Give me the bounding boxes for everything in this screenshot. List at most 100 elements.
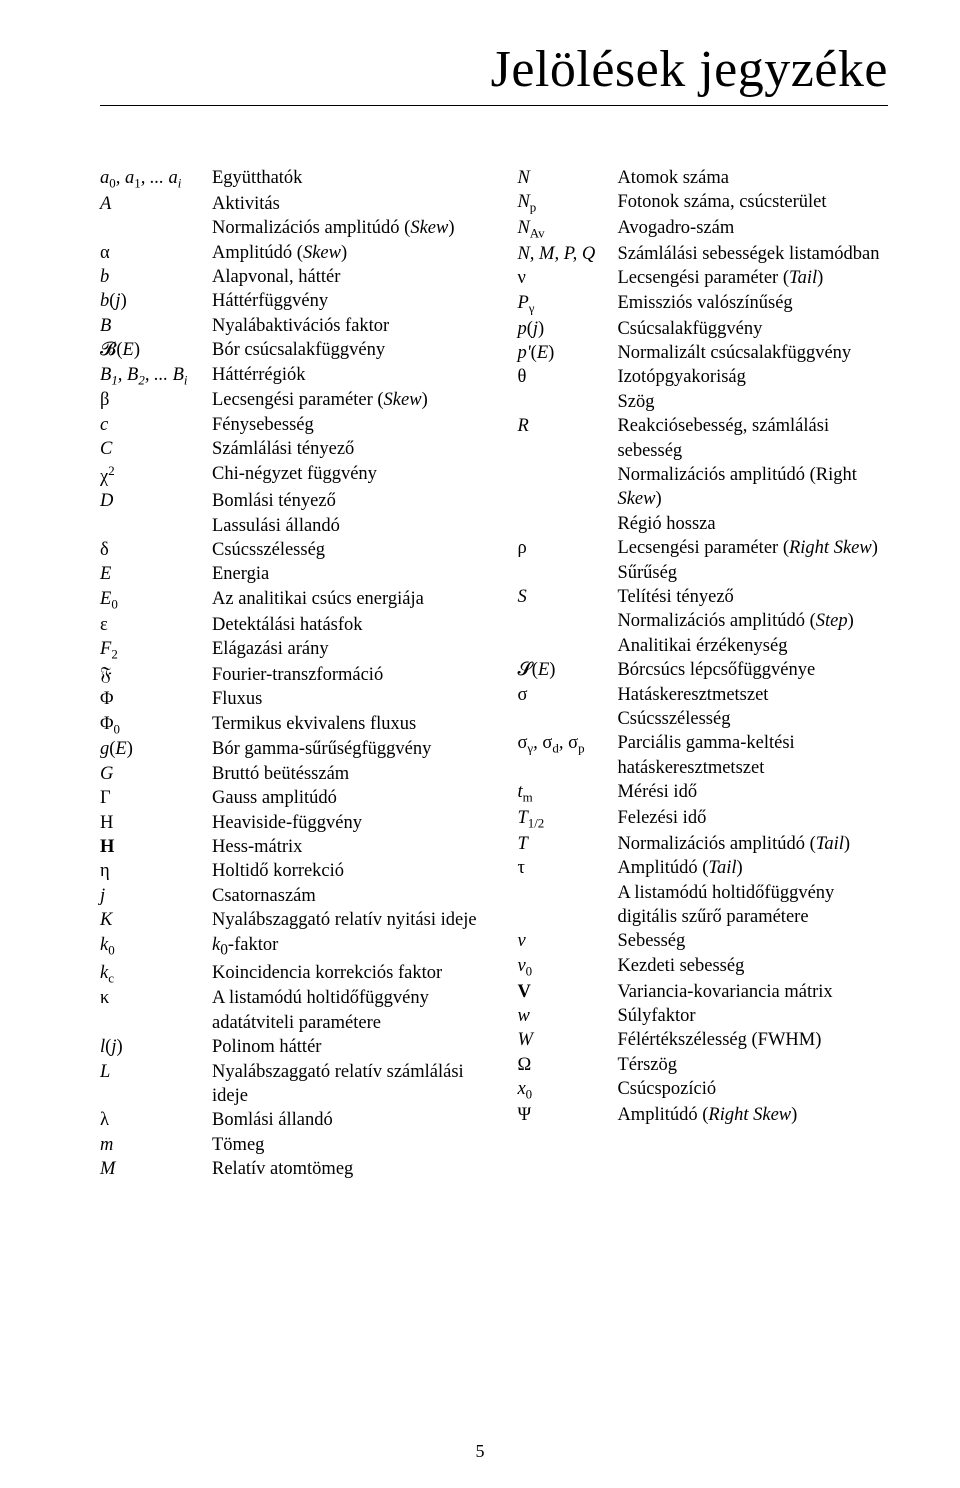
notation-symbol: 𝔉 [100, 663, 212, 687]
notation-symbol: j [100, 884, 212, 908]
notation-description: Bomlási állandó [212, 1108, 501, 1132]
notation-symbol: δ [100, 538, 212, 562]
notation-description: Telítési tényező [617, 585, 888, 609]
notation-symbol: 𝓑(E) [100, 338, 212, 362]
notation-symbol [517, 609, 617, 633]
notation-symbol: b [100, 265, 212, 289]
notation-symbol: ρ [517, 536, 617, 560]
notation-description: Háttérrégiók [212, 363, 501, 389]
notation-symbol: 𝓢(E) [517, 658, 617, 682]
notation-symbol: Np [517, 190, 617, 216]
notation-description: Termikus ekvivalens fluxus [212, 712, 501, 738]
notation-symbol: v [517, 929, 617, 953]
notation-symbol [517, 561, 617, 585]
notation-description: Csúcspozíció [617, 1077, 888, 1103]
notation-description: Bór gamma-sűrűségfüggvény [212, 737, 501, 761]
notation-description: Reakciósebesség, számlálási sebesség [617, 414, 888, 463]
notation-column-left: a0, a1, ... aiEgyütthatókAAktivitásNorma… [100, 166, 501, 1182]
notation-description: Lassulási állandó [212, 514, 501, 538]
notation-description: Bórcsúcs lépcsőfüggvénye [617, 658, 888, 682]
notation-symbol: W [517, 1028, 617, 1052]
notation-description: Régió hossza [617, 512, 888, 536]
notation-symbol: E [100, 562, 212, 586]
notation-description: Alapvonal, háttér [212, 265, 501, 289]
notation-description: Szög [617, 390, 888, 414]
page-title: Jelölések jegyzéke [100, 40, 888, 99]
page-number: 5 [0, 1441, 960, 1462]
notation-description: Lecsengési paraméter (Tail) [617, 266, 888, 290]
notation-symbol [517, 512, 617, 536]
notation-description: Sűrűség [617, 561, 888, 585]
notation-symbol: σγ, σd, σp [517, 731, 617, 780]
notation-symbol: b(j) [100, 289, 212, 313]
notation-description: Nyalábszaggató relatív számlálási ideje [212, 1060, 501, 1109]
notation-description: Fourier-transzformáció [212, 663, 501, 687]
notation-description: Hatáskeresztmetszet [617, 683, 888, 707]
notation-description: Emissziós valószínűség [617, 291, 888, 317]
notation-description: Holtidő korrekció [212, 859, 501, 883]
notation-description: Felezési idő [617, 806, 888, 832]
notation-symbol: T1/2 [517, 806, 617, 832]
notation-description: Gauss amplitúdó [212, 786, 501, 810]
notation-description: Együtthatók [212, 166, 501, 192]
notation-description: Lecsengési paraméter (Right Skew) [617, 536, 888, 560]
notation-description: Számlálási sebességek listamódban [617, 242, 888, 266]
notation-symbol: l(j) [100, 1035, 212, 1059]
notation-symbol: σ [517, 683, 617, 707]
notation-description: Analitikai érzékenység [617, 634, 888, 658]
notation-symbol: A [100, 192, 212, 216]
notation-symbol: κ [100, 986, 212, 1035]
notation-description: Normalizációs amplitúdó (Right Skew) [617, 463, 888, 512]
notation-symbol: v0 [517, 954, 617, 980]
notation-description: Energia [212, 562, 501, 586]
notation-symbol: K [100, 908, 212, 932]
notation-description: A listamódú holtidőfüggvény digitális sz… [617, 881, 888, 930]
notation-description: Normalizációs amplitúdó (Tail) [617, 832, 888, 856]
notation-symbol: M [100, 1157, 212, 1181]
notation-description: Félértékszélesség (FWHM) [617, 1028, 888, 1052]
notation-symbol: Φ0 [100, 712, 212, 738]
notation-description: Koincidencia korrekciós faktor [212, 961, 501, 987]
notation-description: Sebesség [617, 929, 888, 953]
notation-description: Chi-négyzet függvény [212, 462, 501, 490]
notation-symbol: ν [517, 266, 617, 290]
notation-description: Kezdeti sebesség [617, 954, 888, 980]
notation-description: Bór csúcsalakfüggvény [212, 338, 501, 362]
page: Jelölések jegyzéke a0, a1, ... aiEgyütth… [0, 0, 960, 1488]
notation-symbol: T [517, 832, 617, 856]
notation-symbol: N [517, 166, 617, 190]
notation-symbol [517, 707, 617, 731]
notation-description: A listamódú holtidőfüggvény adatátviteli… [212, 986, 501, 1035]
notation-symbol [517, 463, 617, 512]
notation-symbol: Φ [100, 687, 212, 711]
notation-symbol: tm [517, 780, 617, 806]
notation-description: Csúcsalakfüggvény [617, 317, 888, 341]
notation-description: Amplitúdó (Right Skew) [617, 1103, 888, 1127]
notation-symbol: k0 [100, 933, 212, 961]
notation-symbol: S [517, 585, 617, 609]
notation-symbol: p'(E) [517, 341, 617, 365]
notation-symbol [517, 390, 617, 414]
notation-symbol: χ2 [100, 462, 212, 490]
notation-symbol: α [100, 241, 212, 265]
notation-description: Csúcsszélesség [212, 538, 501, 562]
notation-symbol: Γ [100, 786, 212, 810]
notation-symbol: NAv [517, 216, 617, 242]
notation-symbol: x0 [517, 1077, 617, 1103]
notation-description: Hess-mátrix [212, 835, 501, 859]
notation-symbol: kc [100, 961, 212, 987]
notation-symbol: H [100, 811, 212, 835]
notation-symbol: Ψ [517, 1103, 617, 1127]
notation-symbol: ε [100, 613, 212, 637]
notation-symbol: H [100, 835, 212, 859]
notation-symbol: g(E) [100, 737, 212, 761]
notation-column-right: NAtomok számaNpFotonok száma, csúcsterül… [517, 166, 888, 1182]
notation-description: Fénysebesség [212, 413, 501, 437]
notation-symbol: β [100, 388, 212, 412]
notation-symbol: τ [517, 856, 617, 880]
notation-description: Aktivitás [212, 192, 501, 216]
notation-symbol: R [517, 414, 617, 463]
notation-symbol: Pγ [517, 291, 617, 317]
notation-symbol: V [517, 980, 617, 1004]
notation-description: Polinom háttér [212, 1035, 501, 1059]
